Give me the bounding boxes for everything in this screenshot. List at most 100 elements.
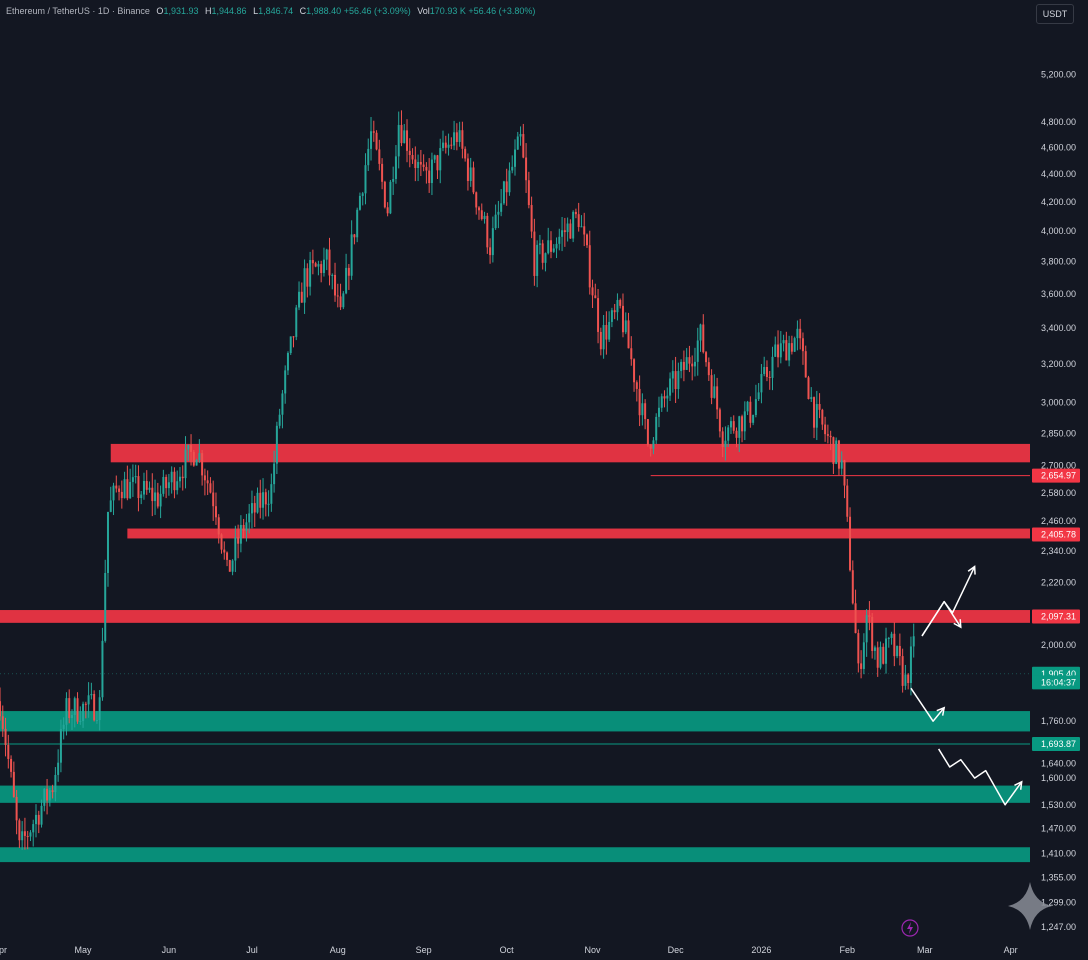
candle-body <box>444 142 447 148</box>
candle-body <box>209 483 212 493</box>
candle-body <box>104 572 107 641</box>
candle-body <box>790 343 793 352</box>
candle-body <box>860 663 863 669</box>
time-tick-label: Apr <box>0 945 7 955</box>
time-tick-label: Jul <box>246 945 258 955</box>
candle-body <box>403 130 406 144</box>
candle-body <box>516 136 519 150</box>
candle-body <box>386 207 389 214</box>
candle-body <box>624 320 627 333</box>
time-tick-label: Dec <box>668 945 685 955</box>
candle-body <box>408 150 411 156</box>
candle-body <box>505 181 508 193</box>
price-tick-label: 4,400.00 <box>1041 169 1076 179</box>
candle-body <box>178 476 181 482</box>
candle-body <box>854 603 857 634</box>
candle-body <box>187 444 190 450</box>
candle-body <box>677 371 680 390</box>
time-axis[interactable]: Apr May Jun Jul Aug Sep Oct Nov Dec 2026 Feb Mar Apr <box>0 945 1018 955</box>
candle-body <box>752 415 755 423</box>
candle-body <box>680 361 683 372</box>
candle-body <box>754 399 757 416</box>
candle-body <box>890 633 893 638</box>
candle-body <box>328 249 331 276</box>
candle-body <box>574 211 577 215</box>
candle-body <box>777 344 780 358</box>
candle-body <box>566 223 569 233</box>
candle-body <box>829 435 832 438</box>
price-tag <box>1032 468 1080 483</box>
candle-body <box>223 549 226 553</box>
price-tick-label: 2,850.00 <box>1041 428 1076 438</box>
candle-body <box>826 434 829 436</box>
candle-body <box>502 181 505 204</box>
candle-body <box>685 357 688 370</box>
candle-body <box>370 131 373 149</box>
price-axis[interactable]: 5,200.00 4,800.00 4,600.00 4,400.00 4,200.00… <box>1041 69 1076 932</box>
candle-body <box>613 310 616 313</box>
candle-body <box>26 835 29 837</box>
candle-body <box>666 395 669 399</box>
candle-body <box>32 824 35 833</box>
price-tag <box>1032 675 1080 690</box>
price-tick-label: 4,600.00 <box>1041 142 1076 152</box>
candle-body <box>372 131 375 133</box>
candle-body <box>765 366 768 378</box>
candle-body <box>491 228 494 256</box>
candle-body <box>447 144 450 148</box>
price-tick-label: 1,247.00 <box>1041 922 1076 932</box>
high-label: H <box>205 6 212 16</box>
candle-body <box>671 371 674 379</box>
candle-body <box>716 386 719 410</box>
candle-body <box>597 298 600 332</box>
candle-body <box>0 701 1 717</box>
candle-body <box>298 291 301 308</box>
candle-body <box>718 409 721 432</box>
candle-body <box>115 485 118 489</box>
candle-body <box>15 796 18 821</box>
candle-body <box>140 494 143 499</box>
candle-body <box>270 484 273 504</box>
candle-body <box>691 363 694 367</box>
candle-body <box>912 636 915 647</box>
candle-body <box>638 388 641 416</box>
candle-body <box>663 396 666 399</box>
candle-body <box>234 537 237 561</box>
candle-body <box>453 132 456 146</box>
candle-body <box>774 344 777 357</box>
price-tag <box>1032 609 1080 624</box>
projection-arrow <box>921 566 976 637</box>
candle-body <box>741 416 744 432</box>
candle-body <box>228 559 231 572</box>
candle-body <box>417 161 420 169</box>
candle-body <box>699 324 702 341</box>
candle-body <box>162 476 165 494</box>
price-tag-label: 1,693.87 <box>1041 739 1076 749</box>
open-value: 1,931.93 <box>163 6 199 16</box>
candle-body <box>37 814 40 825</box>
candle-body <box>801 338 804 352</box>
candle-body <box>275 425 278 464</box>
candle-body <box>239 524 242 544</box>
candle-body <box>262 492 265 508</box>
candle-body <box>649 444 652 449</box>
candle-body <box>82 703 85 722</box>
candle-body <box>594 295 597 299</box>
candle-body <box>320 264 323 273</box>
price-tag-label: 2,097.31 <box>1041 611 1076 621</box>
price-tick-label: 1,299.00 <box>1041 898 1076 908</box>
candle-body <box>411 155 414 160</box>
candle-body <box>807 377 810 399</box>
time-tick-label: Mar <box>917 945 933 955</box>
candle-body <box>201 453 204 476</box>
currency-button[interactable]: USDT <box>1036 4 1074 24</box>
candle-body <box>378 149 381 164</box>
time-tick-label: Apr <box>1004 945 1018 955</box>
candle-body <box>494 214 497 229</box>
candle-body <box>40 805 43 825</box>
replay-icon[interactable] <box>901 919 919 937</box>
candle-body <box>533 231 536 276</box>
candle-body <box>256 492 259 513</box>
candle-body <box>336 295 339 297</box>
